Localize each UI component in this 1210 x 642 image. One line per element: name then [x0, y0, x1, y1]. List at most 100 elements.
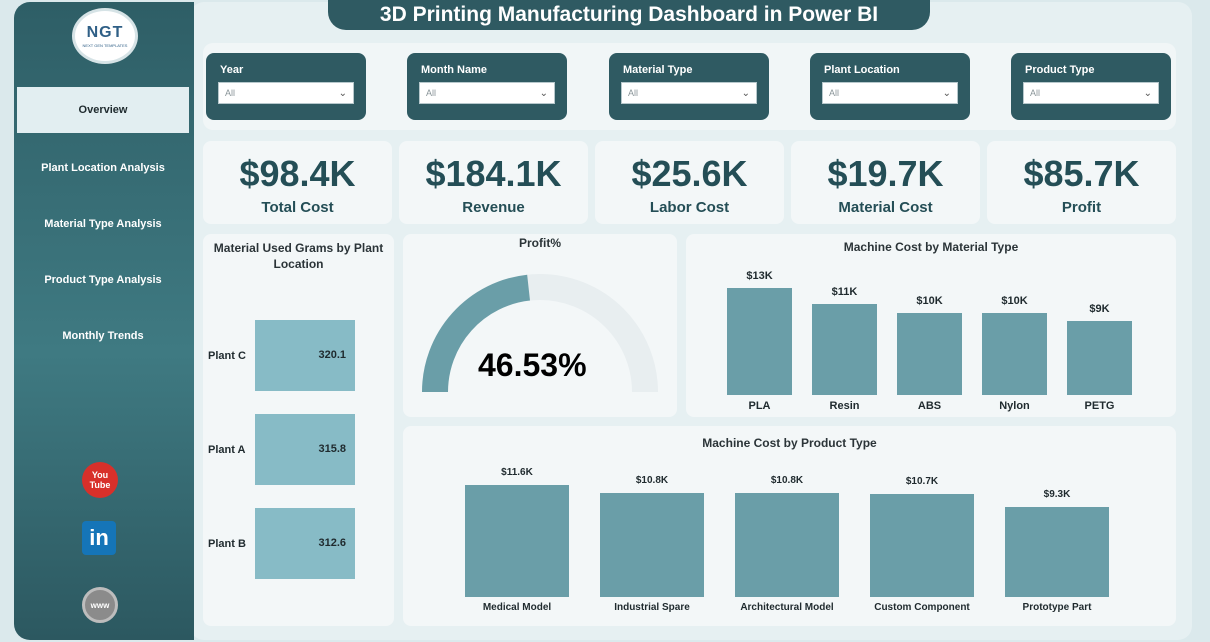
plant-slicer-label: Plant Location — [824, 64, 900, 76]
kpi-label: Material Cost — [838, 199, 933, 216]
bar-value-label: $10.8K — [770, 474, 804, 486]
hbar-category-label: Plant A — [208, 444, 246, 456]
nav-plant-location-analysis[interactable]: Plant Location Analysis — [41, 162, 165, 174]
kpi-label: Total Cost — [261, 199, 334, 216]
year-slicer-label: Year — [220, 64, 244, 76]
linkedin-icon[interactable]: in — [82, 521, 116, 555]
logo-mark: NGT — [86, 24, 124, 41]
material-cost-title: Machine Cost by Material Type — [843, 240, 1019, 254]
month-slicer-label: Month Name — [421, 64, 487, 76]
bar-category-label: Industrial Spare — [614, 602, 690, 613]
year-slicer: Year All ⌄ — [206, 53, 366, 120]
month-dropdown[interactable]: All ⌄ — [419, 82, 555, 104]
product-dropdown[interactable]: All ⌄ — [1023, 82, 1159, 104]
kpi-value: $98.4K — [239, 153, 356, 194]
bar-prototype-part[interactable] — [1005, 507, 1109, 597]
bar-abs[interactable] — [897, 312, 962, 395]
kpi-material-cost: $19.7K Material Cost — [791, 141, 980, 224]
chevron-down-icon: ⌄ — [1143, 87, 1152, 99]
product-value: All — [1030, 88, 1041, 98]
chevron-down-icon: ⌄ — [539, 87, 548, 99]
profit-gauge-panel: Profit% — [403, 234, 677, 417]
globe-icon[interactable]: www — [82, 587, 118, 623]
nav-monthly-trends[interactable]: Monthly Trends — [62, 330, 144, 342]
year-dropdown[interactable]: All ⌄ — [218, 82, 354, 104]
month-value: All — [426, 88, 437, 98]
bar-value-label: $9.3K — [1043, 489, 1071, 501]
bar-category-label: Custom Component — [874, 602, 970, 613]
kpi-total-cost: $98.4K Total Cost — [203, 141, 392, 224]
bar-industrial-spare[interactable] — [600, 492, 704, 597]
hbar-value-label: 320.1 — [318, 349, 346, 361]
hbar-category-label: Plant B — [208, 538, 246, 550]
bar-medical-model[interactable] — [465, 485, 569, 597]
bar-value-label: $11.6K — [501, 467, 533, 478]
youtube-text-bottom: Tube — [89, 480, 111, 490]
bar-value-label: $10.7K — [905, 475, 939, 487]
hbar-category-label: Plant C — [208, 350, 246, 362]
material-slicer: Material Type All ⌄ — [609, 53, 769, 120]
bar-petg[interactable] — [1067, 320, 1132, 395]
kpi-value: $25.6K — [631, 153, 748, 194]
material-dropdown[interactable]: All ⌄ — [621, 82, 757, 104]
bar-value-label: $13K — [746, 270, 773, 282]
year-value: All — [225, 88, 236, 98]
logo-tagline: NEXT GEN TEMPLATES — [82, 43, 128, 48]
youtube-icon[interactable]: You Tube — [82, 462, 118, 498]
bar-value-label: $10K — [916, 294, 943, 307]
bar-value-label: $10K — [1001, 294, 1028, 307]
bar-category-label: Resin — [829, 400, 860, 412]
material-grams-title-line2: Location — [273, 257, 324, 271]
material-slicer-label: Material Type — [623, 64, 693, 76]
chevron-down-icon: ⌄ — [338, 87, 347, 99]
plant-dropdown[interactable]: All ⌄ — [822, 82, 958, 104]
chevron-down-icon: ⌄ — [942, 87, 951, 99]
material-value: All — [628, 88, 639, 98]
bar-category-label: ABS — [917, 400, 942, 412]
nav-product-type-analysis[interactable]: Product Type Analysis — [44, 274, 162, 286]
profit-gauge-value: 46.53% — [478, 347, 587, 383]
bar-category-label: PLA — [748, 400, 771, 412]
product-cost-title: Machine Cost by Product Type — [702, 436, 877, 450]
youtube-text-top: You — [91, 470, 109, 480]
kpi-value: $184.1K — [425, 153, 562, 194]
kpi-labor-cost: $25.6K Labor Cost — [595, 141, 784, 224]
kpi-value: $85.7K — [1023, 153, 1140, 194]
bar-category-label: Nylon — [999, 400, 1030, 412]
kpi-label: Revenue — [462, 199, 525, 216]
bar-value-label: $11K — [831, 286, 858, 299]
bar-architectural-model[interactable] — [735, 492, 839, 597]
bar-custom-component[interactable] — [870, 493, 974, 597]
gauge-fill[interactable] — [422, 274, 531, 393]
bar-nylon[interactable] — [982, 312, 1047, 395]
kpi-revenue: $184.1K Revenue — [399, 141, 588, 224]
hbar-plant-b[interactable] — [255, 508, 355, 579]
bar-category-label: PETG — [1084, 400, 1115, 412]
hbar-plant-c[interactable] — [255, 320, 355, 391]
nav-overview[interactable]: Overview — [17, 87, 189, 133]
kpi-value: $19.7K — [827, 153, 944, 194]
product-slicer: Product Type All ⌄ — [1011, 53, 1171, 120]
plant-slicer: Plant Location All ⌄ — [810, 53, 970, 120]
bar-resin[interactable] — [812, 304, 877, 395]
chevron-down-icon: ⌄ — [741, 87, 750, 99]
bar-value-label: $10.8K — [635, 474, 669, 486]
kpi-label: Labor Cost — [649, 199, 730, 216]
kpi-profit: $85.7K Profit — [987, 141, 1176, 224]
material-grams-title: Material Used Grams by Plant Location — [203, 240, 394, 272]
product-slicer-label: Product Type — [1025, 64, 1095, 76]
profit-gauge-svg — [422, 274, 658, 393]
hbar-plant-a[interactable] — [255, 414, 355, 485]
nav-material-type-analysis[interactable]: Material Type Analysis — [44, 218, 162, 230]
bar-category-label: Medical Model — [482, 602, 552, 613]
month-slicer: Month Name All ⌄ — [407, 53, 567, 120]
ngt-logo: NGT NEXT GEN TEMPLATES — [72, 8, 138, 64]
bar-pla[interactable] — [727, 288, 792, 395]
kpi-label: Profit — [1061, 199, 1102, 216]
material-grams-title-line1: Material Used Grams by Plant — [213, 241, 384, 255]
profit-gauge-title: Profit% — [519, 236, 561, 250]
page-title: 3D Printing Manufacturing Dashboard in P… — [328, 0, 930, 30]
hbar-value-label: 315.8 — [318, 443, 346, 455]
hbar-value-label: 312.6 — [318, 537, 346, 549]
bar-category-label: Prototype Part — [1022, 602, 1092, 613]
